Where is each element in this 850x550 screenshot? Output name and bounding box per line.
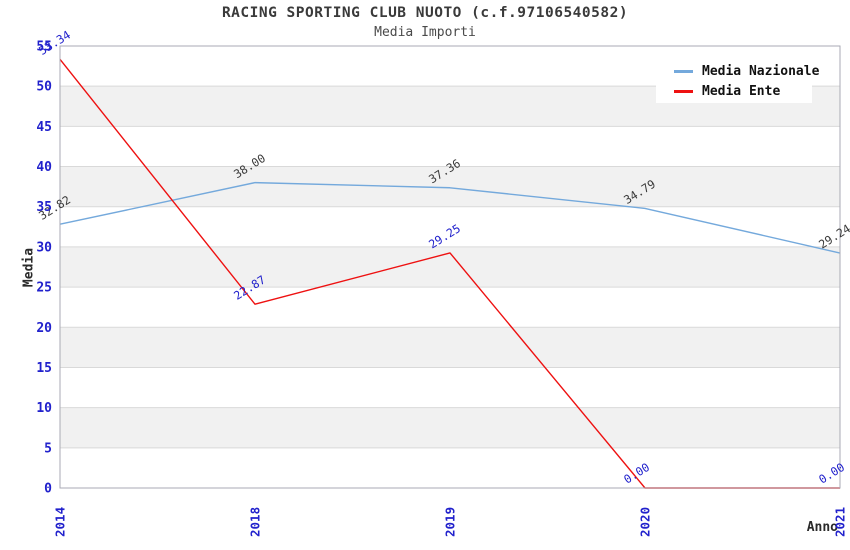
y-tick-label: 30 xyxy=(36,240,52,255)
x-tick-label: 2020 xyxy=(638,507,653,537)
series-line-media-nazionale xyxy=(59,181,841,254)
legend-label: Media Ente xyxy=(702,83,781,99)
legend: Media Nazionale Media Ente xyxy=(656,50,819,103)
x-tick-label: 2018 xyxy=(248,507,263,537)
y-tick-label: 35 xyxy=(36,200,52,215)
x-tick-label: 2014 xyxy=(53,507,68,537)
y-tick-label: 25 xyxy=(36,281,52,296)
media-nazionale-line-swatch-icon xyxy=(674,69,693,73)
data-point-label: 0.00 xyxy=(816,460,847,487)
x-tick-label: 2021 xyxy=(833,507,848,537)
y-tick-label: 10 xyxy=(36,401,52,416)
y-tick-label: 15 xyxy=(36,361,52,376)
y-tick-label: 55 xyxy=(36,40,52,55)
plot-frame xyxy=(59,45,841,489)
y-tick-label: 45 xyxy=(36,120,52,135)
y-tick-label: 5 xyxy=(44,441,52,456)
y-tick-label: 0 xyxy=(44,482,52,497)
legend-item-media-ente: Media Ente xyxy=(656,81,812,101)
grid-band xyxy=(60,166,840,207)
chart-title: RACING SPORTING CLUB NUOTO (c.f.97106540… xyxy=(221,5,629,21)
y-tick-label: 50 xyxy=(36,80,52,95)
legend-label: Media Nazionale xyxy=(702,63,820,79)
media-ente-line-swatch-icon xyxy=(674,89,693,93)
grid-band xyxy=(60,407,840,448)
grid-band xyxy=(60,327,840,368)
x-tick-label: 2019 xyxy=(443,507,458,537)
x-axis-label: Anno xyxy=(806,520,838,535)
y-tick-label: 40 xyxy=(36,160,52,175)
legend-item-media-nazionale: Media Nazionale xyxy=(656,61,819,81)
y-tick-label: 20 xyxy=(36,321,52,336)
chart-subtitle: Media Importi xyxy=(374,25,476,40)
